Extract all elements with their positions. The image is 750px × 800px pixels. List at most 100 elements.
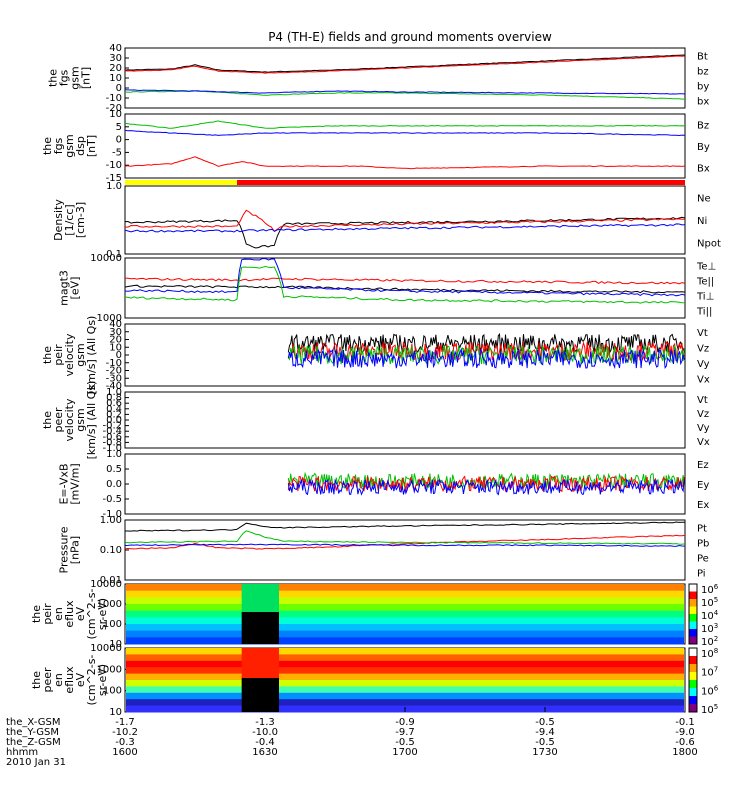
colorbar-swatch [689,636,697,645]
footer-row-label: the_Z-GSM [6,737,61,748]
spectrogram-band [126,597,684,605]
panel-ylabel: the [47,69,60,87]
legend-pt: Pt [697,524,707,535]
panel-ylabel: eV [74,606,87,621]
panel-ylabel: [km/s] (All Qs) [85,316,98,395]
panel-4: magt3[eV] 10000 1000 Te⊥ Te|| Ti⊥ Ti|| [58,253,717,324]
colorbar-tick-label: 107 [701,666,718,679]
footer-value: -1.7 [115,717,135,728]
colorbar-tick-label: 106 [701,583,719,596]
footer-value: -0.6 [675,737,695,748]
y-tick-label: 5 [116,122,122,133]
colorbar-swatch [689,688,697,697]
footer-value: 1730 [532,747,557,758]
y-tick-label: 0.6 [106,398,122,409]
footer-value: -0.5 [395,737,415,748]
footer-value: -0.5 [535,737,555,748]
footer-value: 1700 [392,747,417,758]
y-tick-label: 10000 [90,643,122,654]
series-te-line [125,277,685,285]
panel-ylabel: peir [41,603,54,625]
panel-ylabel: [km/s] (All Qs) [85,381,98,460]
y-tick-label: 0.0 [106,479,122,490]
status-bar-segment [125,180,237,185]
footer-value: -0.3 [115,737,135,748]
colorbar-tick-label: 104 [701,609,719,622]
series-vx-line [287,347,685,370]
panel-ylabel: E=-VxB [58,463,71,504]
legend-bx: Bx [697,163,710,174]
y-tick-label: -0.5 [102,494,122,505]
y-tick-label: 0.1 [106,249,122,260]
panel-ylabel: the [41,346,54,364]
footer-value: -0.9 [395,717,415,728]
panel-frame [124,323,686,387]
y-tick-label: 0 [116,83,122,94]
panel-ylabel: the [30,605,43,623]
colorbar-tick-label: 106 [701,684,719,697]
y-tick-label: 0.5 [106,464,122,475]
y-tick-label: 1000 [97,664,122,675]
legend-vy: Vy [697,359,710,370]
colorbar-frame [688,647,698,713]
panel-ylabel: sr-eV) [96,664,109,696]
spectrogram-band [126,699,684,707]
y-tick-label: 20 [109,335,122,346]
panel-ylabel: en [52,607,65,621]
panel-ylabel: gsm [74,343,87,366]
panel-ylabel: [cm-3] [74,202,87,238]
colorbar-frame [688,583,698,645]
y-tick-label: -15 [106,173,122,184]
footer-value: 1800 [672,747,697,758]
legend-ez: Ez [697,460,709,471]
footer-value: -0.5 [535,717,555,728]
panel-ylabel: sr-eV) [96,598,109,630]
legend-vx: Vx [697,437,710,448]
y-tick-label: 0 [116,350,122,361]
colorbar-swatch [689,648,697,657]
y-tick-label: -1.0 [102,443,122,454]
y-tick-label: 10 [109,707,122,718]
series-bz-line [125,55,685,74]
panel-ylabel: fgs [52,137,65,154]
series-vt-line [287,332,685,354]
y-tick-label: 30 [109,327,122,338]
panel-ylabel: (cm^2-s- [85,589,98,640]
series-bx-line [125,89,685,95]
legend-pb: Pb [697,539,709,550]
enhanced-flux-block [241,584,279,612]
footer-value: -9.4 [535,727,555,738]
panels-group: thefgsgsm[nT]403020100-10-20Btbzbybxthef… [30,43,721,718]
panel-ylabel: [nPa] [69,536,82,564]
series-pb-line [125,534,685,550]
legend-npot: Npot [697,239,721,250]
colorbar-tick-label: 105 [701,596,718,609]
y-tick-label: 1.0 [106,387,122,398]
colorbar-tick-label: 108 [701,647,718,660]
colorbar-swatch [689,606,697,615]
panel-3: Density[1/cc][cm-3] 1.0 0.1 Ne Ni Npot [52,180,721,260]
y-tick-label: 0.2 [106,409,122,420]
panel-frame [124,113,686,179]
y-tick-label: 10000 [90,253,122,264]
series-ne-line [125,209,685,233]
footer-row-label: the_X-GSM [6,717,60,728]
y-tick-label: -0.4 [102,426,122,437]
enhanced-flux-block [241,648,279,678]
y-tick-label: 100 [103,686,122,697]
legend-te: Te⊥ [696,262,716,273]
colorbar-tick-label: 102 [701,635,718,648]
panel-ylabel: Density [52,199,65,241]
panel-ylabel: peir [52,344,65,366]
y-tick-label: 0.0 [106,415,122,426]
y-tick-label: 0.4 [106,404,122,415]
colorbar: 108 107 106 105 [688,647,719,716]
colorbar-swatch [689,680,697,689]
panel-ylabel: the [30,671,43,689]
y-tick-label: 100 [103,619,122,630]
